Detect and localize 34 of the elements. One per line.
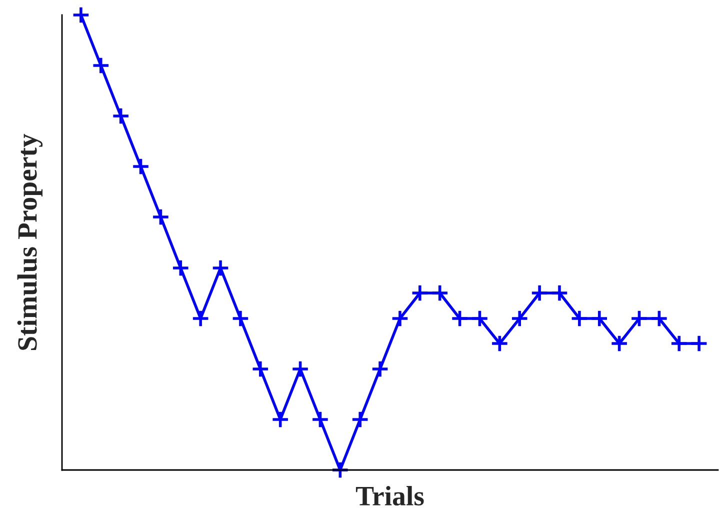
point bbox=[132, 157, 150, 176]
point bbox=[590, 309, 608, 328]
point bbox=[251, 360, 270, 378]
point bbox=[311, 410, 330, 429]
point bbox=[291, 360, 310, 378]
point bbox=[72, 6, 90, 24]
point bbox=[510, 309, 529, 328]
point bbox=[192, 309, 210, 328]
point bbox=[92, 56, 110, 75]
point bbox=[550, 284, 569, 302]
point bbox=[112, 106, 130, 126]
y-axis-title: Stimulus Property bbox=[17, 134, 43, 350]
point bbox=[470, 309, 489, 328]
point bbox=[351, 410, 370, 429]
point bbox=[670, 334, 688, 353]
point bbox=[231, 309, 250, 328]
point bbox=[610, 334, 628, 353]
point bbox=[630, 309, 648, 328]
point bbox=[271, 410, 290, 429]
point bbox=[430, 284, 449, 302]
point bbox=[371, 360, 390, 378]
point bbox=[331, 460, 350, 480]
point bbox=[172, 258, 190, 278]
point bbox=[152, 208, 170, 226]
point bbox=[570, 309, 588, 328]
point bbox=[211, 258, 230, 278]
point bbox=[450, 309, 469, 328]
point bbox=[690, 334, 708, 353]
point bbox=[650, 309, 668, 328]
point bbox=[530, 284, 549, 302]
point bbox=[410, 284, 429, 302]
point bbox=[490, 334, 509, 353]
x-axis-title: Trials bbox=[356, 486, 424, 506]
point bbox=[390, 309, 409, 328]
